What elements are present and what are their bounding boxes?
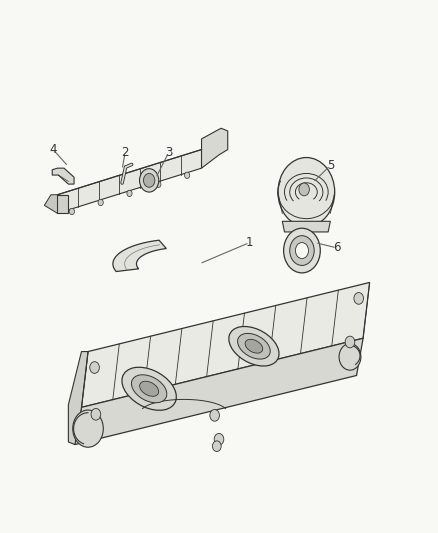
Ellipse shape — [140, 381, 159, 397]
Text: 3: 3 — [165, 146, 173, 159]
Polygon shape — [75, 338, 363, 445]
Polygon shape — [57, 150, 201, 213]
Circle shape — [184, 172, 190, 179]
Ellipse shape — [229, 327, 279, 366]
Circle shape — [73, 410, 103, 447]
Circle shape — [284, 228, 320, 273]
Polygon shape — [57, 195, 68, 213]
Circle shape — [98, 199, 103, 206]
Polygon shape — [81, 282, 370, 407]
Circle shape — [90, 362, 99, 373]
Circle shape — [278, 158, 335, 227]
Circle shape — [69, 208, 74, 215]
Text: 5: 5 — [327, 159, 334, 172]
Text: 1: 1 — [246, 236, 253, 249]
Circle shape — [212, 441, 221, 451]
Circle shape — [140, 168, 159, 192]
Circle shape — [339, 344, 361, 370]
Polygon shape — [68, 352, 88, 445]
Circle shape — [290, 236, 314, 265]
Circle shape — [299, 183, 309, 196]
Polygon shape — [201, 128, 228, 168]
Text: 4: 4 — [49, 143, 57, 156]
Ellipse shape — [245, 340, 263, 353]
Circle shape — [155, 181, 161, 188]
Ellipse shape — [237, 334, 270, 359]
Circle shape — [354, 293, 364, 304]
Polygon shape — [283, 221, 330, 232]
Text: 2: 2 — [121, 146, 129, 159]
Polygon shape — [52, 168, 74, 184]
Ellipse shape — [122, 367, 177, 410]
Circle shape — [144, 173, 155, 187]
Text: 6: 6 — [333, 241, 341, 254]
Circle shape — [345, 336, 355, 348]
Circle shape — [295, 243, 308, 259]
Polygon shape — [44, 195, 57, 213]
Circle shape — [127, 190, 132, 197]
Circle shape — [214, 433, 224, 445]
Circle shape — [210, 409, 219, 421]
Circle shape — [91, 408, 101, 420]
Ellipse shape — [131, 375, 167, 403]
Polygon shape — [113, 240, 166, 271]
